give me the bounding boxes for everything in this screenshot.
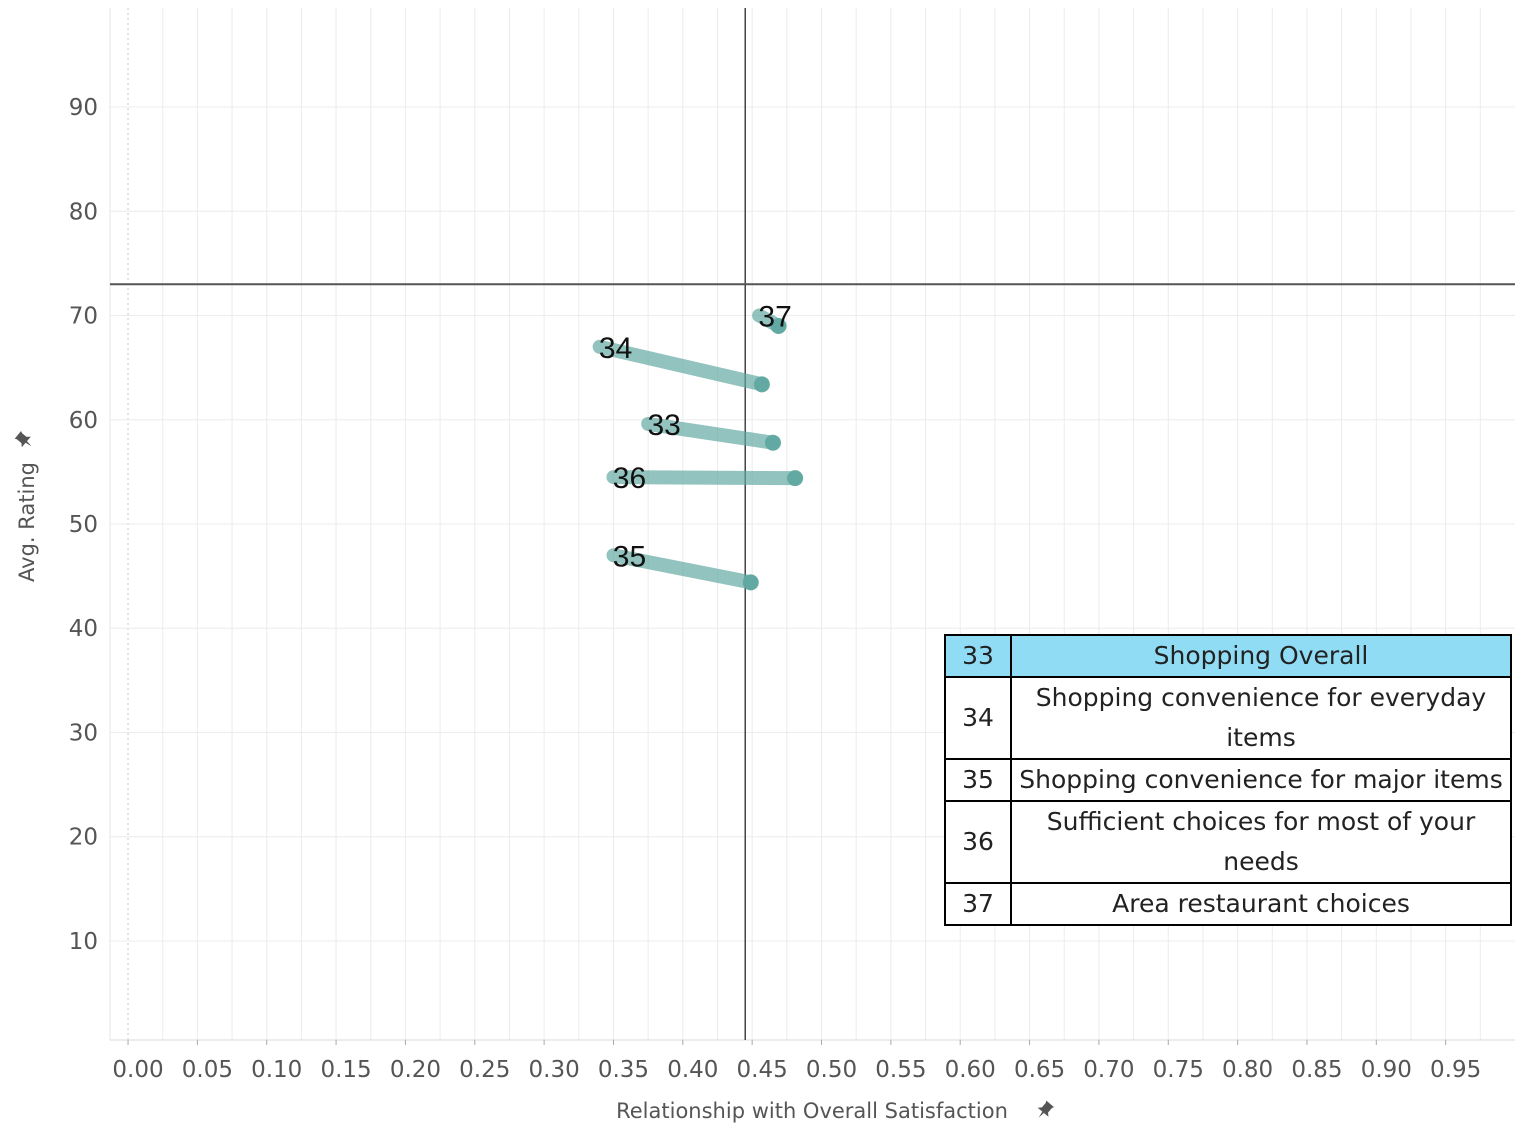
legend-number: 33	[944, 634, 1012, 678]
trail-line	[606, 470, 803, 486]
x-tick-label: 0.20	[390, 1057, 441, 1083]
legend-table: 33 Shopping Overall 34 Shopping convenience…	[944, 634, 1512, 926]
point-label: 35	[613, 540, 646, 573]
y-axis-title: Avg. Rating	[15, 462, 39, 582]
legend-row: 34 Shopping convenience for everyday item…	[944, 676, 1512, 760]
legend-row: 33 Shopping Overall	[944, 634, 1512, 678]
y-tick-label: 90	[69, 95, 98, 121]
x-tick-label: 0.35	[598, 1057, 649, 1083]
pin-icon-shape	[14, 431, 32, 448]
legend-description: Sufficient choices for most of your need…	[1010, 800, 1512, 884]
x-tick-label: 0.65	[1014, 1057, 1065, 1083]
x-tick-label: 0.90	[1361, 1057, 1412, 1083]
pin-icon-shape	[1037, 1100, 1054, 1118]
legend-description: Area restaurant choices	[1010, 882, 1512, 926]
y-tick-label: 30	[69, 720, 98, 746]
y-tick-label: 50	[69, 512, 98, 538]
x-tick-label: 0.50	[806, 1057, 857, 1083]
point-label: 34	[599, 332, 632, 365]
data-point	[787, 470, 804, 487]
data-point	[764, 434, 781, 451]
y-tick-label: 40	[69, 616, 98, 642]
x-tick-label: 0.40	[667, 1057, 718, 1083]
legend-description: Shopping Overall	[1010, 634, 1512, 678]
legend-number: 36	[944, 800, 1012, 884]
axes	[109, 8, 1515, 1045]
x-tick-label: 0.70	[1083, 1057, 1134, 1083]
x-tick-label: 0.85	[1291, 1057, 1342, 1083]
x-tick-label: 0.00	[112, 1057, 163, 1083]
x-tick-label: 0.05	[182, 1057, 233, 1083]
x-tick-label: 0.95	[1430, 1057, 1481, 1083]
data-point	[753, 376, 770, 393]
point-label: 36	[613, 462, 646, 495]
pin-icon[interactable]	[1033, 1099, 1055, 1122]
legend-row: 35 Shopping convenience for major items	[944, 758, 1512, 802]
trail-line	[592, 339, 769, 392]
x-tick-label: 0.25	[459, 1057, 510, 1083]
x-tick-label: 0.80	[1222, 1057, 1273, 1083]
legend-description: Shopping convenience for everyday items	[1010, 676, 1512, 760]
legend-row: 36 Sufficient choices for most of your ne…	[944, 800, 1512, 884]
pin-icon[interactable]	[13, 429, 36, 451]
x-tick-label: 0.30	[529, 1057, 580, 1083]
tick-labels: 0.00 0.05 0.10 0.15 0.20 0.25 0.30 0.35 0.40 0.45…	[69, 95, 1482, 1083]
x-axis-title: Relationship with Overall Satisfaction	[616, 1099, 1008, 1123]
legend-description: Shopping convenience for major items	[1010, 758, 1512, 802]
data-point	[770, 317, 787, 334]
x-tick-label: 0.10	[251, 1057, 302, 1083]
trail-line	[606, 548, 758, 590]
point-label: 33	[647, 409, 680, 442]
x-tick-label: 0.45	[737, 1057, 788, 1083]
legend-number: 35	[944, 758, 1012, 802]
point-label: 37	[758, 301, 791, 334]
y-tick-label: 10	[69, 929, 98, 955]
x-tick-label: 0.55	[875, 1057, 926, 1083]
x-tick-label: 0.60	[945, 1057, 996, 1083]
y-tick-label: 20	[69, 825, 98, 851]
x-tick-label: 0.15	[320, 1057, 371, 1083]
trail-line	[641, 416, 780, 450]
legend-number: 37	[944, 882, 1012, 926]
reference-lines	[110, 8, 1515, 1040]
legend-number: 34	[944, 676, 1012, 760]
data-point	[742, 574, 759, 591]
x-tick-label: 0.75	[1153, 1057, 1204, 1083]
legend-row: 37 Area restaurant choices	[944, 882, 1512, 926]
y-tick-label: 80	[69, 199, 98, 225]
y-tick-label: 70	[69, 304, 98, 330]
y-tick-label: 60	[69, 408, 98, 434]
